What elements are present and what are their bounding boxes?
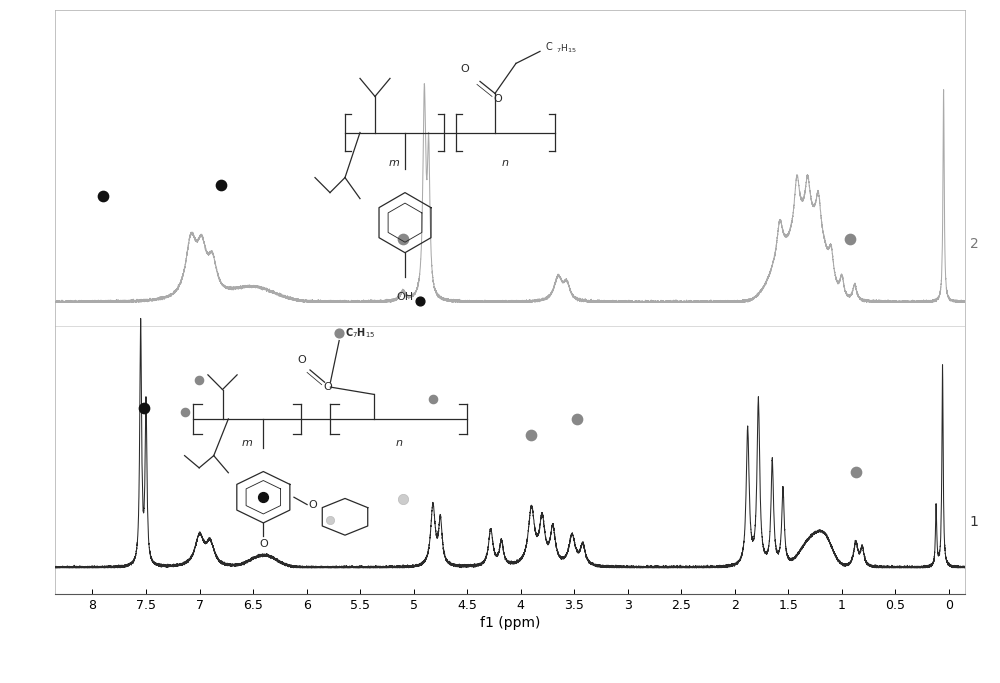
Point [95,191,111,201]
Point [322,515,338,526]
Text: $_7$H$_{15}$: $_7$H$_{15}$ [556,42,577,55]
Point [177,406,193,417]
Text: OH: OH [396,292,414,302]
Text: O: O [259,539,268,548]
Text: n: n [502,158,509,167]
Point [569,413,585,424]
Point [255,492,271,503]
Point [213,180,229,191]
Point [412,295,428,306]
Point [331,328,347,339]
X-axis label: f1 (ppm): f1 (ppm) [480,616,540,630]
Text: m: m [242,438,253,448]
Text: 2: 2 [970,237,978,251]
Text: O: O [494,94,502,104]
Point [136,403,152,414]
Text: O: O [323,382,332,392]
Text: O: O [297,355,306,365]
Text: m: m [389,158,400,167]
Point [395,493,411,504]
Text: 1: 1 [970,515,978,529]
Text: C: C [546,42,553,53]
Point [848,466,864,477]
Text: O: O [309,499,317,510]
Point [424,394,440,405]
Text: C$_7$H$_{15}$: C$_7$H$_{15}$ [345,326,375,340]
Point [842,233,858,244]
Point [191,374,207,385]
Point [523,430,539,441]
Text: n: n [395,438,402,448]
Point [395,233,411,244]
Text: O: O [461,64,469,74]
